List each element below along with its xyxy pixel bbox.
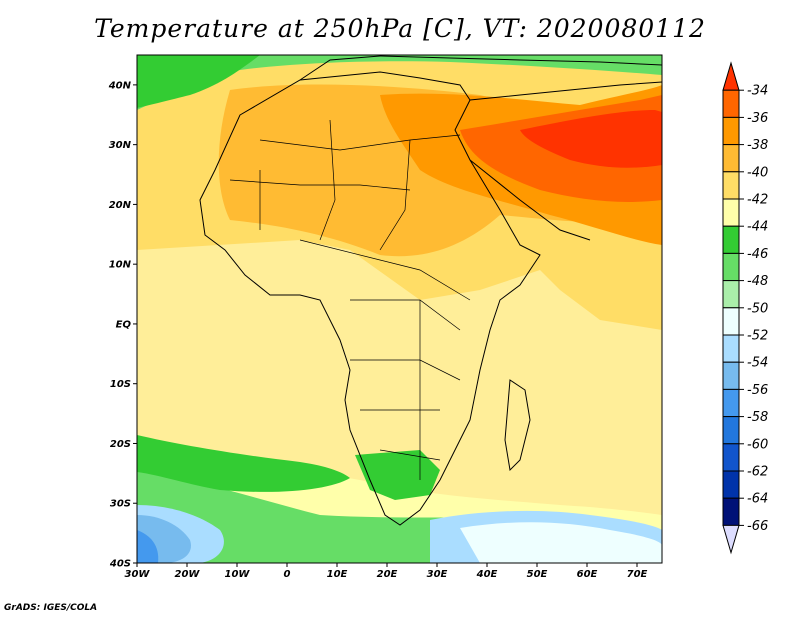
colorbar-top-arrow [722, 61, 740, 91]
lon-tick-label: 20W [175, 569, 201, 580]
colorbar-label: -62 [747, 465, 768, 480]
colorbar-label: -52 [747, 329, 768, 344]
colorbar: -34 -36 -38 -40 -42 -44 -46 -48 -50 -52 -54 -56 -58 -… [722, 61, 768, 555]
lat-tick-label: 40S [109, 559, 131, 570]
colorbar-label: -46 [747, 247, 768, 262]
colorbar-label: -40 [747, 165, 768, 180]
colorbar-label: -58 [747, 410, 768, 425]
country-borders [229, 119, 471, 480]
colorbar-swatch [722, 252, 740, 282]
lat-tick-label: 40N [108, 80, 132, 91]
colorbar-swatch [722, 497, 740, 526]
lat-tick-label: 20N [109, 200, 132, 211]
colorbar-label: -36 [747, 111, 768, 126]
lat-tick-label: 30N [109, 140, 132, 151]
lat-tick-label: 10S [110, 379, 131, 390]
lon-tick-label: 10E [327, 569, 348, 580]
colorbar-swatch [722, 416, 740, 445]
colorbar-label: -34 [747, 84, 768, 99]
colorbar-swatch [722, 470, 740, 499]
colorbar-swatch [722, 144, 740, 173]
lon-tick-label: 40E [476, 569, 498, 580]
colorbar-swatch [722, 225, 740, 254]
colorbar-swatch [722, 171, 740, 200]
colorbar-label: -60 [747, 437, 768, 452]
colorbar-swatch [722, 443, 740, 472]
colorbar-label: -64 [747, 492, 768, 507]
lon-tick-label: 0 [284, 569, 291, 580]
colorbar-swatch [722, 334, 740, 363]
colorbar-label: -42 [747, 193, 768, 208]
plot-frame [136, 54, 663, 564]
lon-tick-label: 70E [627, 569, 648, 580]
colorbar-swatch [722, 388, 740, 418]
lon-tick-label: 10W [225, 569, 251, 580]
colorbar-label: -44 [747, 220, 768, 235]
colorbar-label: -38 [747, 138, 768, 153]
colorbar-swatch [722, 116, 740, 146]
colorbar-swatch [722, 280, 740, 309]
lon-tick-label: 50E [527, 569, 548, 580]
credit-text: GrADS: IGES/COLA [4, 603, 98, 613]
lat-tick-label: EQ [116, 319, 132, 330]
lon-tick-label: 30W [125, 569, 151, 580]
lat-tick-label: 30S [110, 499, 131, 510]
coastline-outlines [199, 55, 662, 526]
lat-tick-label: 20S [110, 439, 131, 450]
temperature-field [137, 55, 662, 563]
lon-tick-label: 20E [377, 569, 398, 580]
lat-tick-label: 10N [109, 260, 132, 271]
colorbar-swatch [722, 307, 740, 336]
colorbar-swatch [722, 198, 740, 227]
colorbar-label: -50 [747, 301, 768, 316]
lon-tick-label: 60E [577, 569, 598, 580]
colorbar-label: -56 [747, 383, 768, 398]
colorbar-swatch [722, 89, 740, 118]
colorbar-label: -66 [747, 519, 768, 534]
colorbar-bottom-arrow [722, 524, 740, 555]
colorbar-label: -54 [747, 356, 768, 371]
colorbar-label: -48 [747, 274, 768, 289]
colorbar-swatch [722, 361, 740, 390]
map-title: Temperature at 250hPa [C], VT: 202008011… [94, 14, 706, 43]
lon-tick-label: 30E [427, 569, 448, 580]
